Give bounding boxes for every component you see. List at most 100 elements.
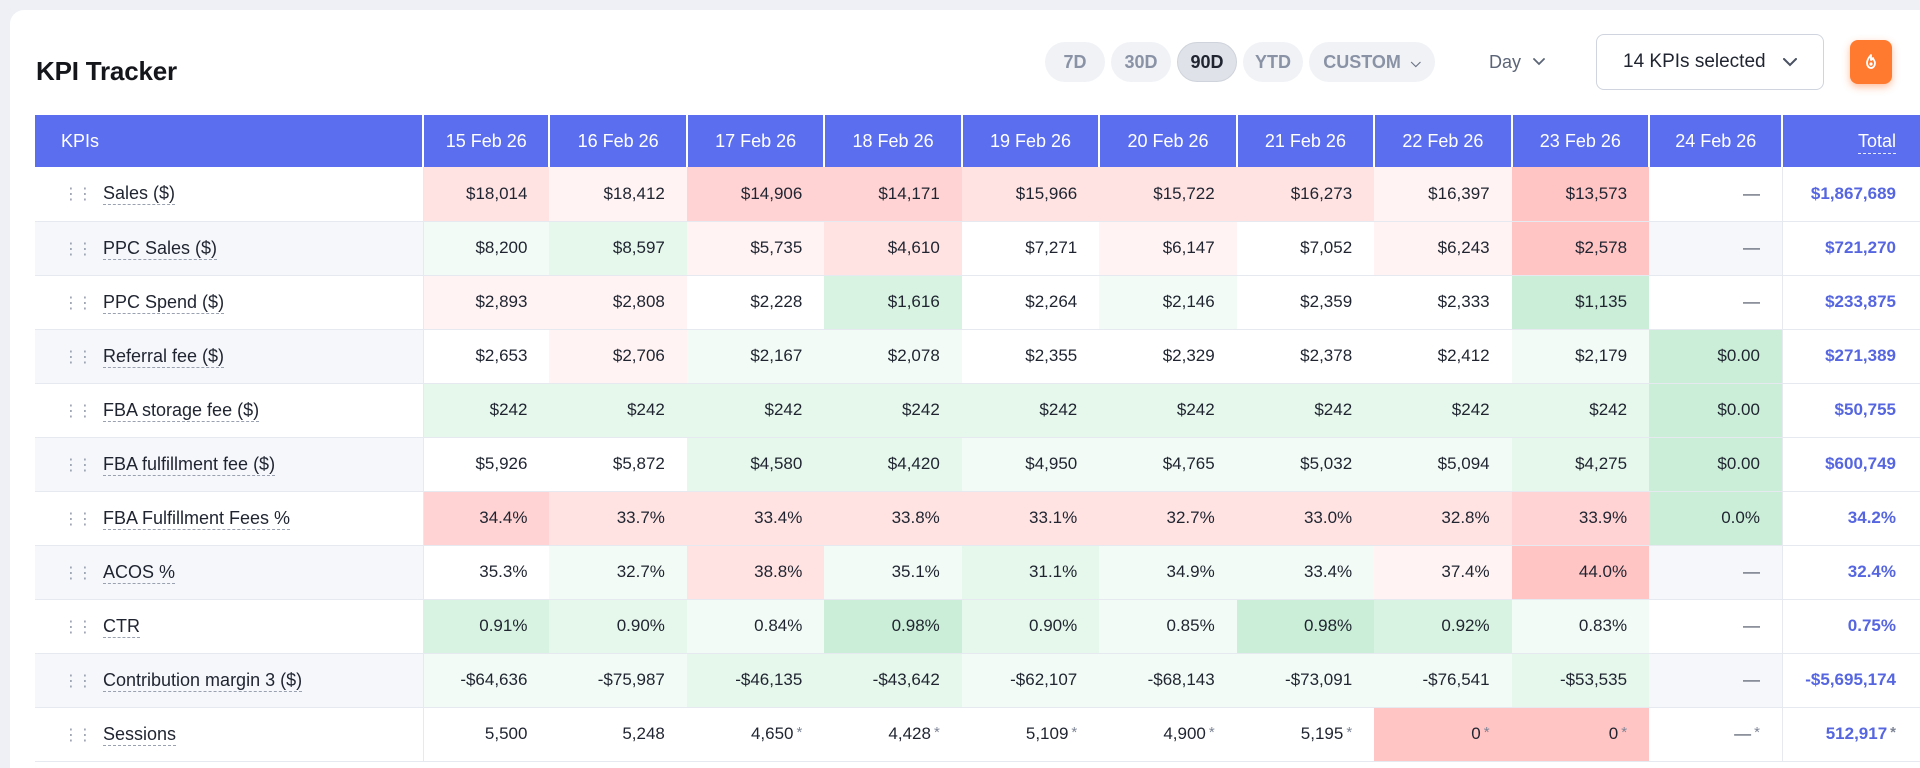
date-column-header[interactable]: 15 Feb 26	[423, 115, 551, 167]
drag-handle-icon[interactable]: ⋮⋮	[63, 456, 93, 474]
range-90d-button[interactable]: 90D	[1177, 42, 1237, 82]
value-cell: $4,950	[961, 437, 1100, 492]
cell-value: 37.4%	[1441, 562, 1490, 581]
drag-handle-icon[interactable]: ⋮⋮	[63, 726, 93, 744]
cell-value: 34.9%	[1166, 562, 1215, 581]
cell-value: $242	[489, 400, 528, 419]
drag-handle-icon[interactable]: ⋮⋮	[63, 240, 93, 258]
kpi-label[interactable]: Contribution margin 3 ($)	[103, 669, 303, 692]
cell-value: $2,355	[1025, 346, 1078, 365]
drag-handle-icon[interactable]: ⋮⋮	[63, 402, 93, 420]
table-row: ⋮⋮ Sessions 5,500 5,248 4,650 * 4,428 * 5,109 * 4,…	[35, 707, 1920, 762]
range-7d-button[interactable]: 7D	[1045, 42, 1105, 82]
cell-value: $242	[1451, 400, 1490, 419]
kpi-label[interactable]: PPC Sales ($)	[103, 237, 218, 260]
value-cell: $2,146	[1099, 275, 1237, 330]
value-cell: $5,872	[549, 437, 687, 492]
range-custom-dropdown[interactable]: CUSTOM ⌵	[1309, 42, 1435, 82]
cell-value: $2,333	[1437, 292, 1490, 311]
date-column-header[interactable]: 22 Feb 26	[1374, 115, 1513, 167]
date-column-header[interactable]: 24 Feb 26	[1649, 115, 1784, 167]
total-column-header[interactable]: Total	[1782, 115, 1920, 167]
cell-value: —	[1742, 670, 1760, 689]
value-cell: -$75,987	[549, 653, 687, 708]
value-cell: $4,765	[1099, 437, 1237, 492]
estimate-asterisk-icon: *	[1071, 724, 1078, 741]
cell-value: $2,179	[1575, 346, 1628, 365]
date-column-header[interactable]: 21 Feb 26	[1236, 115, 1376, 167]
kpi-label[interactable]: CTR	[103, 615, 140, 638]
cell-value: -$53,535	[1559, 670, 1628, 689]
value-cell: $242	[1236, 383, 1375, 438]
value-cell: 5,195 *	[1236, 707, 1375, 762]
drag-handle-icon[interactable]: ⋮⋮	[63, 564, 93, 582]
kpi-label[interactable]: Referral fee ($)	[103, 345, 225, 368]
drag-handle-icon[interactable]: ⋮⋮	[63, 510, 93, 528]
value-cell: $7,052	[1236, 221, 1375, 276]
value-cell: $2,893	[423, 275, 550, 330]
date-column-header[interactable]: 18 Feb 26	[824, 115, 963, 167]
cell-value: $2,706	[612, 346, 665, 365]
date-column-header[interactable]: 20 Feb 26	[1099, 115, 1238, 167]
cell-value: $2,329	[1162, 346, 1215, 365]
cell-value: -$73,091	[1285, 670, 1353, 689]
value-cell: 4,650 *	[686, 707, 825, 762]
granularity-dropdown[interactable]: Day	[1472, 42, 1562, 82]
cell-value: $4,950	[1025, 454, 1078, 473]
value-cell: 38.8%	[686, 545, 825, 600]
table-body: ⋮⋮ Sales ($) $18,014 $18,412 $14,906 $14,171 $…	[35, 167, 1920, 762]
cell-value: 0	[1608, 724, 1619, 743]
drag-handle-icon[interactable]: ⋮⋮	[63, 348, 93, 366]
kpi-label[interactable]: FBA Fulfillment Fees %	[103, 507, 291, 530]
drag-handle-icon[interactable]: ⋮⋮	[63, 672, 93, 690]
table-row: ⋮⋮ FBA Fulfillment Fees % 34.4% 33.7% 33.4% 3…	[35, 491, 1920, 546]
estimate-asterisk-icon: *	[796, 724, 803, 741]
kpi-label[interactable]: PPC Spend ($)	[103, 291, 225, 314]
drag-handle-icon[interactable]: ⋮⋮	[63, 294, 93, 312]
kpi-label[interactable]: FBA storage fee ($)	[103, 399, 260, 422]
cell-value: $8,597	[612, 238, 665, 257]
value-cell: 33.0%	[1236, 491, 1375, 546]
kpi-label[interactable]: Sales ($)	[103, 183, 176, 206]
cell-value: 4,900	[1163, 724, 1206, 743]
cell-value: 0.92%	[1441, 616, 1490, 635]
value-cell: $2,653	[423, 329, 550, 384]
range-ytd-button[interactable]: YTD	[1243, 42, 1303, 82]
value-cell: $15,966	[961, 167, 1100, 222]
value-cell: $5,032	[1236, 437, 1375, 492]
cell-value: $2,228	[750, 292, 803, 311]
value-cell: 5,109 *	[961, 707, 1100, 762]
drag-handle-icon[interactable]: ⋮⋮	[63, 618, 93, 636]
date-column-header[interactable]: 16 Feb 26	[549, 115, 688, 167]
total-cell: $600,749	[1781, 437, 1920, 492]
cell-value: 0.83%	[1578, 616, 1628, 635]
kpi-label[interactable]: FBA fulfillment fee ($)	[103, 453, 276, 476]
date-column-header[interactable]: 23 Feb 26	[1511, 115, 1651, 167]
value-cell: 33.8%	[824, 491, 962, 546]
value-cell: 34.9%	[1099, 545, 1237, 600]
cell-value: -$46,135	[735, 670, 803, 689]
value-cell: 31.1%	[961, 545, 1100, 600]
value-cell: $18,412	[549, 167, 687, 222]
cell-value: $18,014	[465, 183, 528, 203]
cell-value: -$75,987	[597, 670, 665, 689]
kpi-label[interactable]: ACOS %	[103, 561, 176, 584]
kpi-selector-label: 14 KPIs selected	[1623, 51, 1766, 72]
date-column-header[interactable]: 19 Feb 26	[961, 115, 1101, 167]
cell-value: 5,500	[484, 724, 528, 743]
date-column-header[interactable]: 17 Feb 26	[686, 115, 826, 167]
value-cell: -$76,541	[1374, 653, 1512, 708]
cell-value: 35.1%	[891, 562, 940, 581]
kpi-label[interactable]: Sessions	[103, 723, 177, 746]
page-title: KPI Tracker	[36, 56, 177, 86]
value-cell: 0.90%	[549, 599, 687, 654]
kpi-selector-dropdown[interactable]: 14 KPIs selected	[1596, 34, 1824, 90]
cell-value: $4,275	[1575, 454, 1628, 473]
range-30d-button[interactable]: 30D	[1111, 42, 1171, 82]
drag-handle-icon[interactable]: ⋮⋮	[63, 186, 93, 204]
total-value: $600,749	[1825, 454, 1896, 473]
value-cell: $4,420	[824, 437, 962, 492]
value-cell: $242	[1511, 383, 1650, 438]
value-cell: 0 *	[1374, 707, 1512, 762]
refresh-flame-button[interactable]	[1850, 40, 1892, 84]
